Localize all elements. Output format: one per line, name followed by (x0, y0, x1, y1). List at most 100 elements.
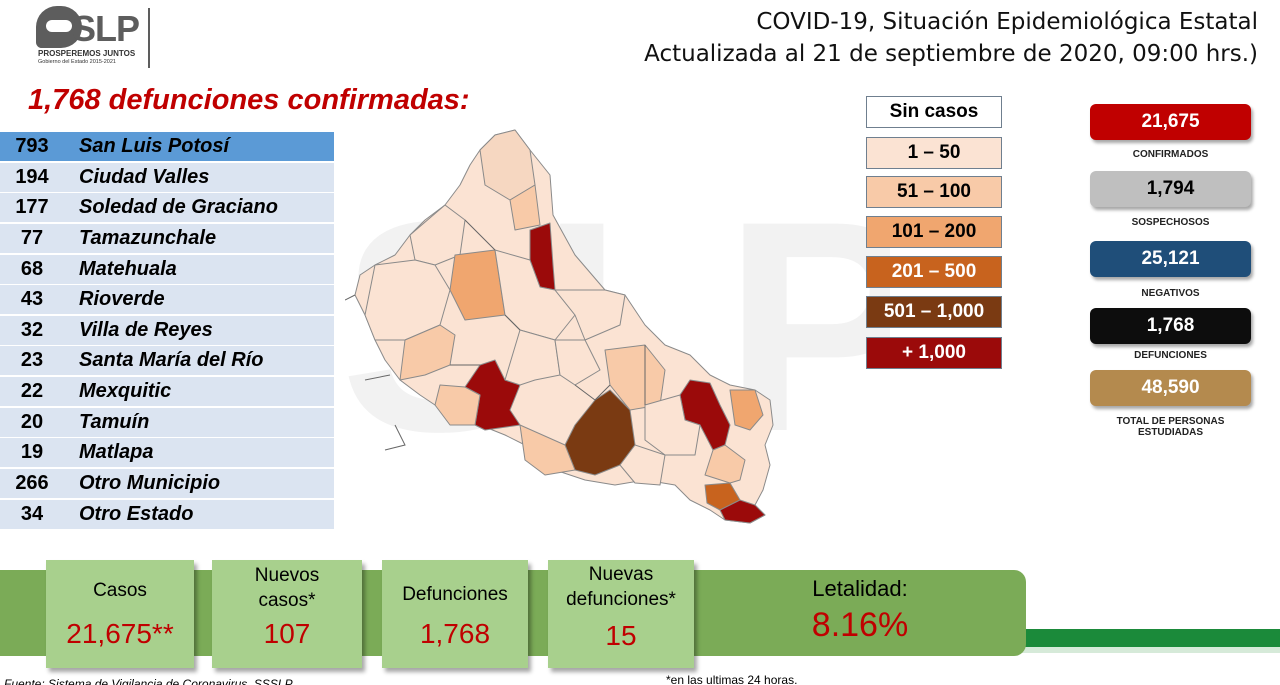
municipality-row: 177 Soledad de Graciano (0, 193, 334, 223)
decorative-light-line (1020, 647, 1280, 653)
municipality-name: Villa de Reyes (79, 318, 213, 341)
card-nuevas-defunciones: Nuevas defunciones* 15 (548, 560, 694, 668)
legend-item: 101 – 200 (866, 216, 1002, 248)
nuevas-defunciones-label: Nuevas defunciones* (566, 564, 676, 610)
stat-label: DEFUNCIONES (1134, 350, 1207, 361)
municipality-count: 793 (15, 135, 49, 157)
legend-item: Sin casos (866, 96, 1002, 128)
municipality-name: Otro Municipio (79, 472, 221, 495)
nuevas-defunciones-value: 15 (605, 620, 637, 651)
municipality-row: 19 Matlapa (0, 438, 334, 468)
stat-value: 1,768 (1090, 308, 1251, 344)
municipality-count: 194 (15, 165, 49, 188)
title-line-2: Actualizada al 21 de septiembre de 2020,… (644, 41, 1258, 67)
legend-item: 501 – 1,000 (866, 296, 1002, 328)
legend-item: 51 – 100 (866, 176, 1002, 208)
casos-label: Casos (93, 580, 147, 601)
municipality-count: 68 (20, 257, 44, 280)
map-regions (354, 129, 774, 524)
municipality-name: Tamuín (79, 410, 150, 433)
municipality-name: Ciudad Valles (79, 165, 210, 188)
municipality-name: Matehuala (79, 257, 177, 280)
municipality-row: 32 Villa de Reyes (0, 315, 334, 345)
logo-text: SLP (72, 8, 140, 49)
municipality-count: 266 (15, 472, 49, 495)
municipality-row: 23 Santa María del Río (0, 346, 334, 376)
letalidad-label: Letalidad: (812, 576, 908, 601)
card-casos: Casos 21,675** (46, 560, 194, 668)
map-region-w2 (449, 249, 506, 321)
municipality-count: 22 (20, 380, 44, 403)
slp-logo: SLP PROSPEREMOS JUNTOS Gobierno del Esta… (36, 6, 156, 68)
legend-item: + 1,000 (866, 337, 1002, 369)
map-region-rioverde (564, 389, 636, 476)
stat-value: 21,675 (1090, 104, 1251, 140)
municipality-name: San Luis Potosí (79, 135, 230, 157)
map-region-se1 (704, 444, 746, 484)
municipality-name: Tamazunchale (79, 226, 217, 249)
defunciones-value: 1,768 (419, 618, 491, 649)
page-title: COVID-19, Situación Epidemiológica Estat… (644, 6, 1258, 70)
map-region-e2 (729, 389, 764, 431)
map-region-tamazunchale (719, 499, 766, 524)
municipality-count: 43 (20, 288, 44, 311)
map-region-n2 (509, 184, 541, 231)
municipality-count: 23 (20, 349, 44, 372)
municipality-count: 19 (20, 441, 44, 464)
municipality-count: 77 (20, 226, 44, 249)
municipality-row: 34 Otro Estado (0, 499, 334, 529)
logo-slogan: PROSPEREMOS JUNTOS (38, 49, 136, 58)
footnote: *en las ultimas 24 horas. (666, 673, 798, 685)
source-note: Fuente: Sistema de Vigilancia de Coronav… (4, 677, 293, 685)
municipality-row: 793 San Luis Potosí (0, 132, 334, 161)
stat-label: SOSPECHOSOS (1131, 217, 1210, 228)
deaths-headline: 1,768 defunciones confirmadas: (28, 84, 470, 116)
logo-government: Gobierno del Estado 2015-2021 (38, 59, 116, 65)
municipality-name: Soledad de Graciano (79, 196, 278, 219)
stat-value: 48,590 (1090, 370, 1251, 406)
card-defunciones: Defunciones 1,768 (382, 560, 528, 668)
municipality-row: 20 Tamuín (0, 407, 334, 437)
legend-item: 201 – 500 (866, 256, 1002, 288)
card-nuevos-casos: Nuevos casos* 107 (212, 560, 362, 668)
municipality-row: 22 Mexquitic (0, 377, 334, 407)
stat-value: 25,121 (1090, 241, 1251, 277)
stat-value: 1,794 (1090, 171, 1251, 207)
map-region-w3 (364, 259, 451, 341)
municipality-name: Santa María del Río (79, 349, 264, 372)
nuevos-casos-value: 107 (263, 618, 311, 649)
municipality-name: Rioverde (79, 288, 165, 311)
stat-label: TOTAL DE PERSONAS ESTUDIADAS (1116, 416, 1225, 438)
map-region-s2 (619, 444, 666, 486)
map-region-c4 (554, 339, 601, 386)
nuevos-casos-label: Nuevos casos* (254, 565, 320, 611)
municipality-count: 20 (20, 410, 44, 433)
municipality-row: 266 Otro Municipio (0, 469, 334, 499)
map-internal-borders (345, 219, 646, 451)
title-line-1: COVID-19, Situación Epidemiológica Estat… (756, 9, 1258, 35)
logo-emblem (36, 6, 82, 48)
letalidad-value: 8.16% (811, 606, 909, 644)
map-region-c2 (554, 289, 626, 341)
municipality-list: 793 San Luis Potosí 194 Ciudad Valles 177 Sol… (0, 132, 334, 530)
map-region-w5 (434, 384, 481, 426)
logo-divider (148, 8, 150, 68)
decorative-green-line (1020, 629, 1280, 647)
casos-value: 21,675** (66, 618, 174, 649)
stat-label: CONFIRMADOS (1132, 149, 1209, 160)
municipality-count: 32 (20, 318, 44, 341)
municipality-name: Otro Estado (79, 502, 194, 525)
state-map (345, 129, 774, 524)
map-region-w4 (399, 324, 456, 381)
municipality-count: 177 (15, 196, 49, 219)
legend-item: 1 – 50 (866, 137, 1002, 169)
map-region-s1 (519, 424, 576, 476)
map-region-e3 (644, 394, 701, 456)
municipality-count: 34 (20, 502, 44, 525)
stat-label: NEGATIVOS (1141, 288, 1200, 299)
defunciones-label: Defunciones (402, 584, 508, 605)
municipality-name: Mexquitic (79, 380, 172, 403)
municipality-row: 68 Matehuala (0, 254, 334, 284)
municipality-row: 43 Rioverde (0, 285, 334, 315)
municipality-row: 194 Ciudad Valles (0, 162, 334, 192)
